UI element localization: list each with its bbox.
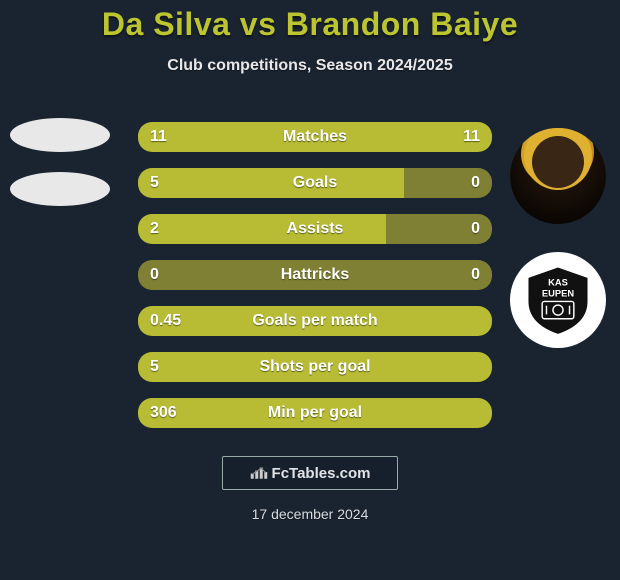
stat-row: 11 Matches 11 bbox=[138, 122, 492, 152]
subtitle: Club competitions, Season 2024/2025 bbox=[0, 57, 620, 75]
stat-row: 0 Hattricks 0 bbox=[138, 260, 492, 290]
site-badge[interactable]: FcTables.com bbox=[222, 456, 398, 490]
stat-value-left: 5 bbox=[150, 174, 159, 192]
stat-label: Goals bbox=[293, 174, 337, 192]
right-player-avatar bbox=[510, 128, 606, 224]
stat-value-left: 5 bbox=[150, 358, 159, 376]
svg-text:EUPEN: EUPEN bbox=[542, 288, 574, 298]
stat-row: 5 Goals 0 bbox=[138, 168, 492, 198]
left-club-avatar-placeholder bbox=[10, 172, 110, 206]
stat-row: 0.45 Goals per match bbox=[138, 306, 492, 336]
stat-row: 306 Min per goal bbox=[138, 398, 492, 428]
stat-fill-left bbox=[138, 214, 386, 244]
stat-label: Min per goal bbox=[268, 404, 362, 422]
bars-icon bbox=[250, 466, 268, 480]
left-player-column bbox=[10, 118, 110, 226]
site-badge-text: FcTables.com bbox=[250, 465, 371, 482]
left-player-avatar-placeholder bbox=[10, 118, 110, 152]
site-name: FcTables.com bbox=[272, 465, 371, 482]
stat-value-left: 0.45 bbox=[150, 312, 181, 330]
stat-label: Shots per goal bbox=[259, 358, 370, 376]
comparison-bars: 11 Matches 11 5 Goals 0 2 Assists 0 0 Hattricks 0 0.… bbox=[138, 122, 492, 444]
stat-label: Hattricks bbox=[281, 266, 349, 284]
stat-row: 5 Shots per goal bbox=[138, 352, 492, 382]
right-player-column: KAS EUPEN bbox=[510, 128, 610, 376]
stat-value-left: 0 bbox=[150, 266, 159, 284]
stat-label: Goals per match bbox=[252, 312, 377, 330]
stat-value-left: 2 bbox=[150, 220, 159, 238]
stat-value-left: 306 bbox=[150, 404, 177, 422]
date: 17 december 2024 bbox=[252, 506, 369, 522]
content-root: Da Silva vs Brandon Baiye Club competiti… bbox=[0, 0, 620, 580]
svg-text:KAS: KAS bbox=[548, 278, 568, 288]
stat-row: 2 Assists 0 bbox=[138, 214, 492, 244]
stat-value-right: 0 bbox=[471, 266, 480, 284]
page-title: Da Silva vs Brandon Baiye bbox=[0, 0, 620, 43]
stat-value-right: 0 bbox=[471, 220, 480, 238]
stat-fill-left bbox=[138, 168, 404, 198]
club-shield-icon: KAS EUPEN bbox=[522, 264, 594, 336]
stat-value-left: 11 bbox=[150, 128, 167, 146]
stat-value-right: 0 bbox=[471, 174, 480, 192]
stat-label: Assists bbox=[287, 220, 344, 238]
right-club-badge: KAS EUPEN bbox=[510, 252, 606, 348]
stat-value-right: 11 bbox=[463, 128, 480, 146]
stat-label: Matches bbox=[283, 128, 347, 146]
